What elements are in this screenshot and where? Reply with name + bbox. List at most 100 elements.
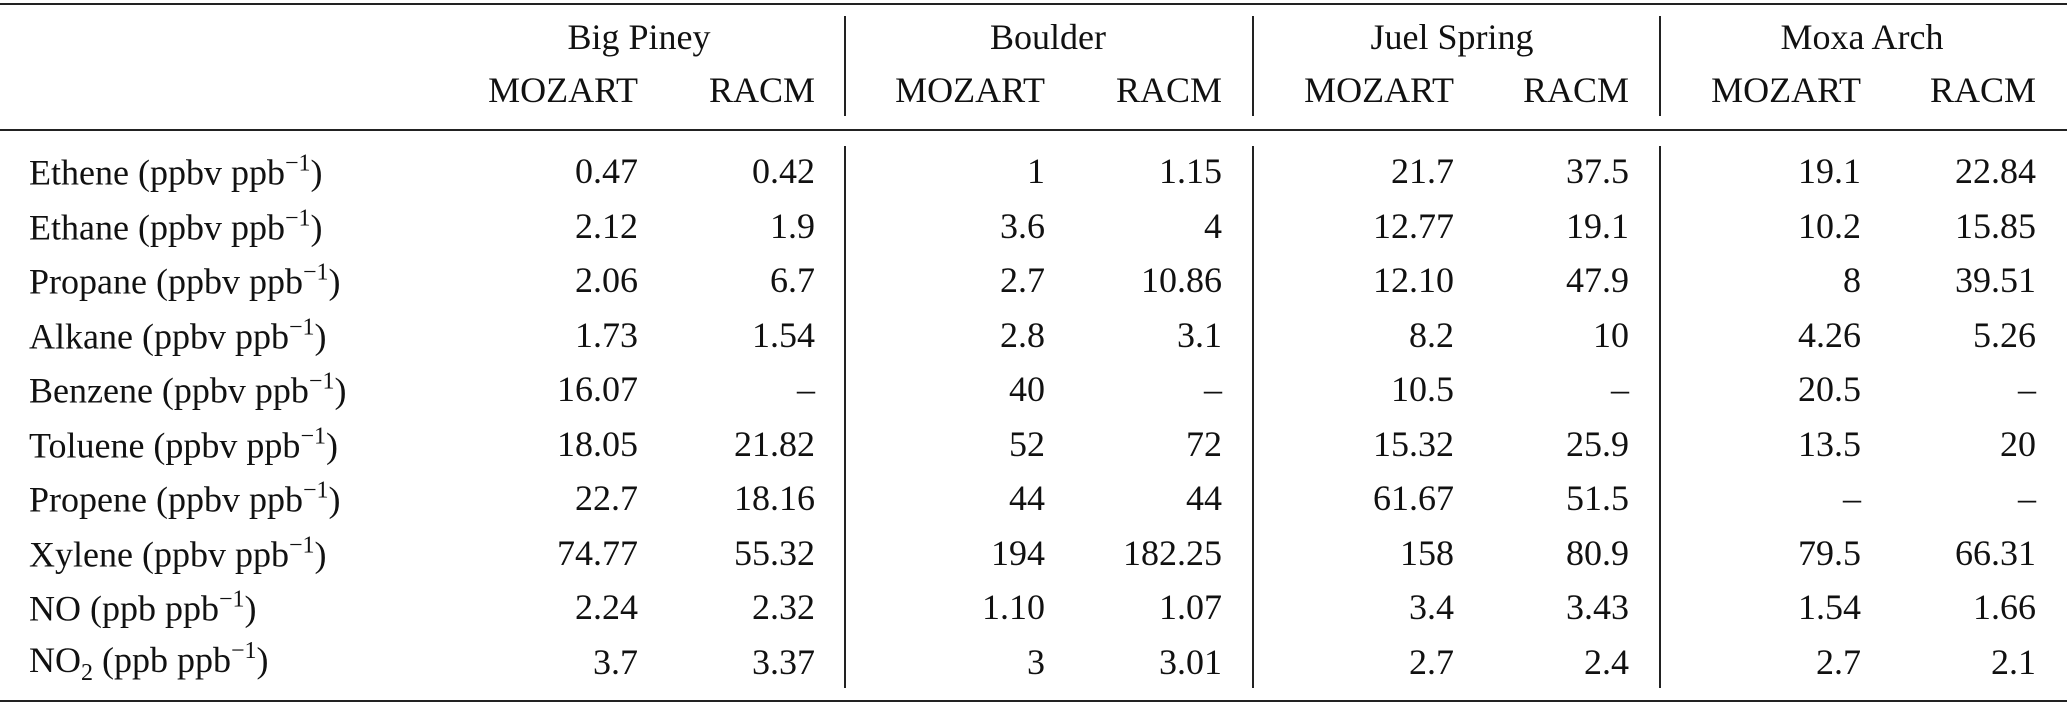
cell-value: 2.06 [575, 260, 638, 300]
cell-value: 3.1 [1177, 314, 1222, 355]
label-part: Propane (ppbv ppb [29, 261, 303, 302]
cell-value: 10.2 [1798, 205, 1861, 246]
cell-value: 194 [991, 532, 1045, 573]
label-part: Toluene (ppbv ppb [29, 425, 301, 465]
header-rule [0, 129, 2067, 131]
label-part: −1 [302, 259, 329, 286]
column-divider [1252, 146, 1254, 688]
column-divider [844, 16, 846, 116]
row-label: Propane (ppbv ppb−1) [29, 261, 341, 300]
cell-value: 72 [1186, 423, 1222, 464]
column-divider [1252, 16, 1254, 116]
column-divider [1659, 146, 1661, 688]
cell-value: – [2018, 369, 2036, 409]
group-header: Boulder [990, 17, 1106, 57]
label-part: −1 [231, 637, 257, 664]
cell-value: 3.7 [593, 641, 638, 682]
cell-value: 3.37 [752, 641, 815, 682]
bottom-rule [0, 700, 2067, 702]
row-label: Benzene (ppbv ppb−1) [29, 370, 346, 409]
model-header: MOZART [488, 70, 638, 110]
row-label: Toluene (ppbv ppb−1) [29, 424, 338, 463]
cell-value: 79.5 [1798, 532, 1861, 573]
row-label: NO (ppb ppb−1) [29, 588, 257, 627]
cell-value: 2.7 [1816, 641, 1861, 682]
model-header: MOZART [1711, 70, 1861, 110]
cell-value: 44 [1009, 478, 1045, 518]
label-part: 2 [81, 659, 93, 686]
row-label: NO2 (ppb ppb−1) [29, 639, 269, 685]
label-part: NO [29, 639, 81, 680]
cell-value: 8.2 [1409, 314, 1454, 355]
cell-value: – [1204, 369, 1222, 409]
model-header: RACM [1522, 70, 1629, 110]
cell-value: 3.4 [1409, 587, 1454, 627]
cell-value: 39.51 [1955, 260, 2036, 300]
label-part: −1 [218, 586, 245, 613]
cell-value: 15.32 [1373, 423, 1454, 464]
cell-value: 158 [1400, 532, 1454, 573]
label-part: −1 [288, 314, 315, 340]
cell-value: 3 [1027, 641, 1045, 682]
group-header: Juel Spring [1370, 17, 1534, 57]
label-part: Ethene (ppbv ppb [29, 152, 285, 193]
cell-value: 2.4 [1584, 641, 1629, 682]
label-part: −1 [302, 477, 329, 504]
group-header: Big Piney [567, 17, 711, 57]
cell-value: 3.6 [1000, 205, 1045, 246]
top-rule [0, 3, 2067, 5]
cell-value: 47.9 [1566, 260, 1629, 300]
cell-value: 2.7 [1409, 641, 1454, 682]
cell-value: 1.10 [982, 587, 1045, 627]
cell-value: 6.7 [770, 260, 815, 300]
cell-value: – [797, 369, 815, 409]
cell-value: 1.73 [575, 314, 638, 355]
label-part: −1 [300, 423, 326, 449]
row-label: Propene (ppbv ppb−1) [29, 479, 341, 518]
cell-value: – [1843, 478, 1861, 518]
label-part: ) [314, 534, 327, 574]
cell-value: 44 [1186, 478, 1222, 518]
cell-value: 16.07 [557, 369, 638, 409]
cell-value: 3.01 [1159, 641, 1222, 682]
label-part: Alkane (ppbv ppb [29, 316, 289, 356]
cell-value: 37.5 [1566, 151, 1629, 191]
cell-value: 74.77 [557, 532, 638, 573]
row-label: Ethene (ppbv ppb−1) [29, 152, 322, 191]
cell-value: – [2018, 478, 2036, 518]
cell-value: 10 [1593, 314, 1629, 355]
cell-value: 12.77 [1373, 205, 1454, 246]
cell-value: 12.10 [1373, 260, 1454, 300]
row-label: Xylene (ppbv ppb−1) [29, 533, 327, 572]
label-part: ) [328, 261, 341, 302]
cell-value: 21.7 [1391, 151, 1454, 191]
cell-value: 4.26 [1798, 314, 1861, 355]
cell-value: 40 [1009, 369, 1045, 409]
cell-value: 55.32 [734, 532, 815, 573]
cell-value: 1 [1027, 151, 1045, 191]
cell-value: – [1611, 369, 1629, 409]
cell-value: 20.5 [1798, 369, 1861, 409]
cell-value: 20 [2000, 423, 2036, 464]
label-part: −1 [308, 368, 335, 395]
cell-value: 1.15 [1159, 151, 1222, 191]
cell-value: 2.12 [575, 205, 638, 246]
cell-value: 10.86 [1141, 260, 1222, 300]
cell-value: 4 [1204, 205, 1222, 246]
model-header: RACM [708, 70, 815, 110]
label-part: ) [244, 588, 257, 629]
cell-value: 15.85 [1955, 205, 2036, 246]
label-part: ) [310, 207, 323, 247]
label-part: ) [325, 425, 338, 465]
cell-value: 1.54 [1798, 587, 1861, 627]
cell-value: 2.8 [1000, 314, 1045, 355]
label-part: Benzene (ppbv ppb [29, 370, 309, 411]
cell-value: 51.5 [1566, 478, 1629, 518]
cell-value: 13.5 [1798, 423, 1861, 464]
cell-value: 61.67 [1373, 478, 1454, 518]
cell-value: 21.82 [734, 423, 815, 464]
cell-value: 3.43 [1566, 587, 1629, 627]
model-header: MOZART [1304, 70, 1454, 110]
label-part: ) [334, 370, 347, 411]
